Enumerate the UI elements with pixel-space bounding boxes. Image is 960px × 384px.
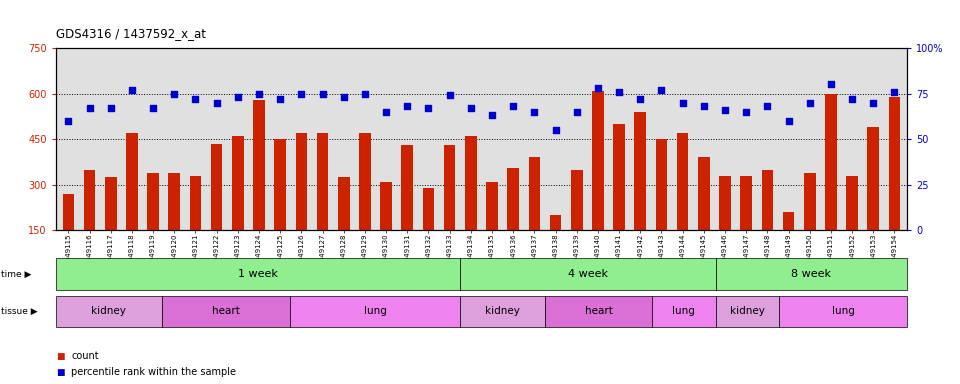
Point	[633, 96, 648, 102]
Text: kidney: kidney	[731, 306, 765, 316]
Text: time ▶: time ▶	[1, 270, 32, 279]
Point	[548, 127, 564, 133]
Bar	[253, 100, 265, 230]
Bar	[380, 182, 392, 230]
Bar	[825, 94, 837, 230]
Point	[252, 91, 267, 97]
Point	[887, 89, 902, 95]
Bar	[847, 176, 858, 230]
Point	[399, 103, 415, 109]
Point	[336, 94, 351, 100]
Point	[442, 92, 457, 98]
Bar	[571, 170, 583, 230]
Text: 1 week: 1 week	[238, 269, 277, 279]
Point	[866, 99, 881, 106]
Point	[294, 91, 309, 97]
Point	[612, 89, 627, 95]
Point	[654, 87, 669, 93]
Bar	[232, 136, 244, 230]
Point	[803, 99, 818, 106]
Bar	[147, 173, 159, 230]
Point	[590, 85, 606, 91]
Bar	[359, 133, 371, 230]
Text: ■: ■	[56, 352, 64, 361]
Bar	[656, 139, 667, 230]
Point	[527, 109, 542, 115]
Bar	[677, 133, 688, 230]
Text: heart: heart	[212, 306, 240, 316]
Point	[378, 109, 394, 115]
Point	[506, 103, 521, 109]
Bar	[529, 157, 540, 230]
Bar	[486, 182, 498, 230]
Point	[124, 87, 139, 93]
Text: percentile rank within the sample: percentile rank within the sample	[71, 367, 236, 377]
Point	[230, 94, 246, 100]
Text: lung: lung	[832, 306, 854, 316]
Bar	[698, 157, 709, 230]
Bar	[550, 215, 562, 230]
Point	[357, 91, 372, 97]
Bar	[804, 173, 816, 230]
Bar	[422, 188, 434, 230]
Point	[463, 105, 478, 111]
Bar	[465, 136, 477, 230]
Bar	[401, 145, 413, 230]
Bar	[719, 176, 731, 230]
Text: heart: heart	[585, 306, 612, 316]
Bar	[782, 212, 795, 230]
Text: GDS4316 / 1437592_x_at: GDS4316 / 1437592_x_at	[56, 27, 205, 40]
Point	[209, 99, 225, 106]
Point	[315, 91, 330, 97]
Point	[485, 113, 500, 119]
Bar	[190, 176, 202, 230]
Point	[145, 105, 160, 111]
Point	[675, 99, 690, 106]
Text: lung: lung	[364, 306, 387, 316]
Point	[103, 105, 118, 111]
Point	[82, 105, 97, 111]
Point	[420, 105, 436, 111]
Point	[188, 96, 204, 102]
Bar	[444, 145, 455, 230]
Point	[780, 118, 796, 124]
Point	[759, 103, 775, 109]
Text: tissue ▶: tissue ▶	[1, 307, 37, 316]
Bar	[889, 97, 900, 230]
Bar	[62, 194, 74, 230]
Bar	[592, 91, 604, 230]
Text: kidney: kidney	[91, 306, 127, 316]
Text: lung: lung	[672, 306, 695, 316]
Text: ■: ■	[56, 368, 64, 377]
Bar	[296, 133, 307, 230]
Bar	[508, 168, 519, 230]
Text: count: count	[71, 351, 99, 361]
Bar	[211, 144, 223, 230]
Point	[167, 91, 182, 97]
Bar	[84, 170, 95, 230]
Bar	[740, 176, 752, 230]
Point	[845, 96, 860, 102]
Point	[273, 96, 288, 102]
Point	[824, 81, 839, 88]
Bar	[338, 177, 349, 230]
Point	[569, 109, 585, 115]
Point	[696, 103, 711, 109]
Point	[60, 118, 76, 124]
Bar	[761, 170, 773, 230]
Point	[717, 107, 732, 113]
Bar	[317, 133, 328, 230]
Bar	[868, 127, 879, 230]
Bar	[635, 112, 646, 230]
Text: 8 week: 8 week	[791, 269, 831, 279]
Text: kidney: kidney	[486, 306, 520, 316]
Bar	[613, 124, 625, 230]
Bar	[168, 173, 180, 230]
Bar	[126, 133, 138, 230]
Bar	[105, 177, 116, 230]
Bar	[275, 139, 286, 230]
Point	[738, 109, 754, 115]
Text: 4 week: 4 week	[568, 269, 608, 279]
